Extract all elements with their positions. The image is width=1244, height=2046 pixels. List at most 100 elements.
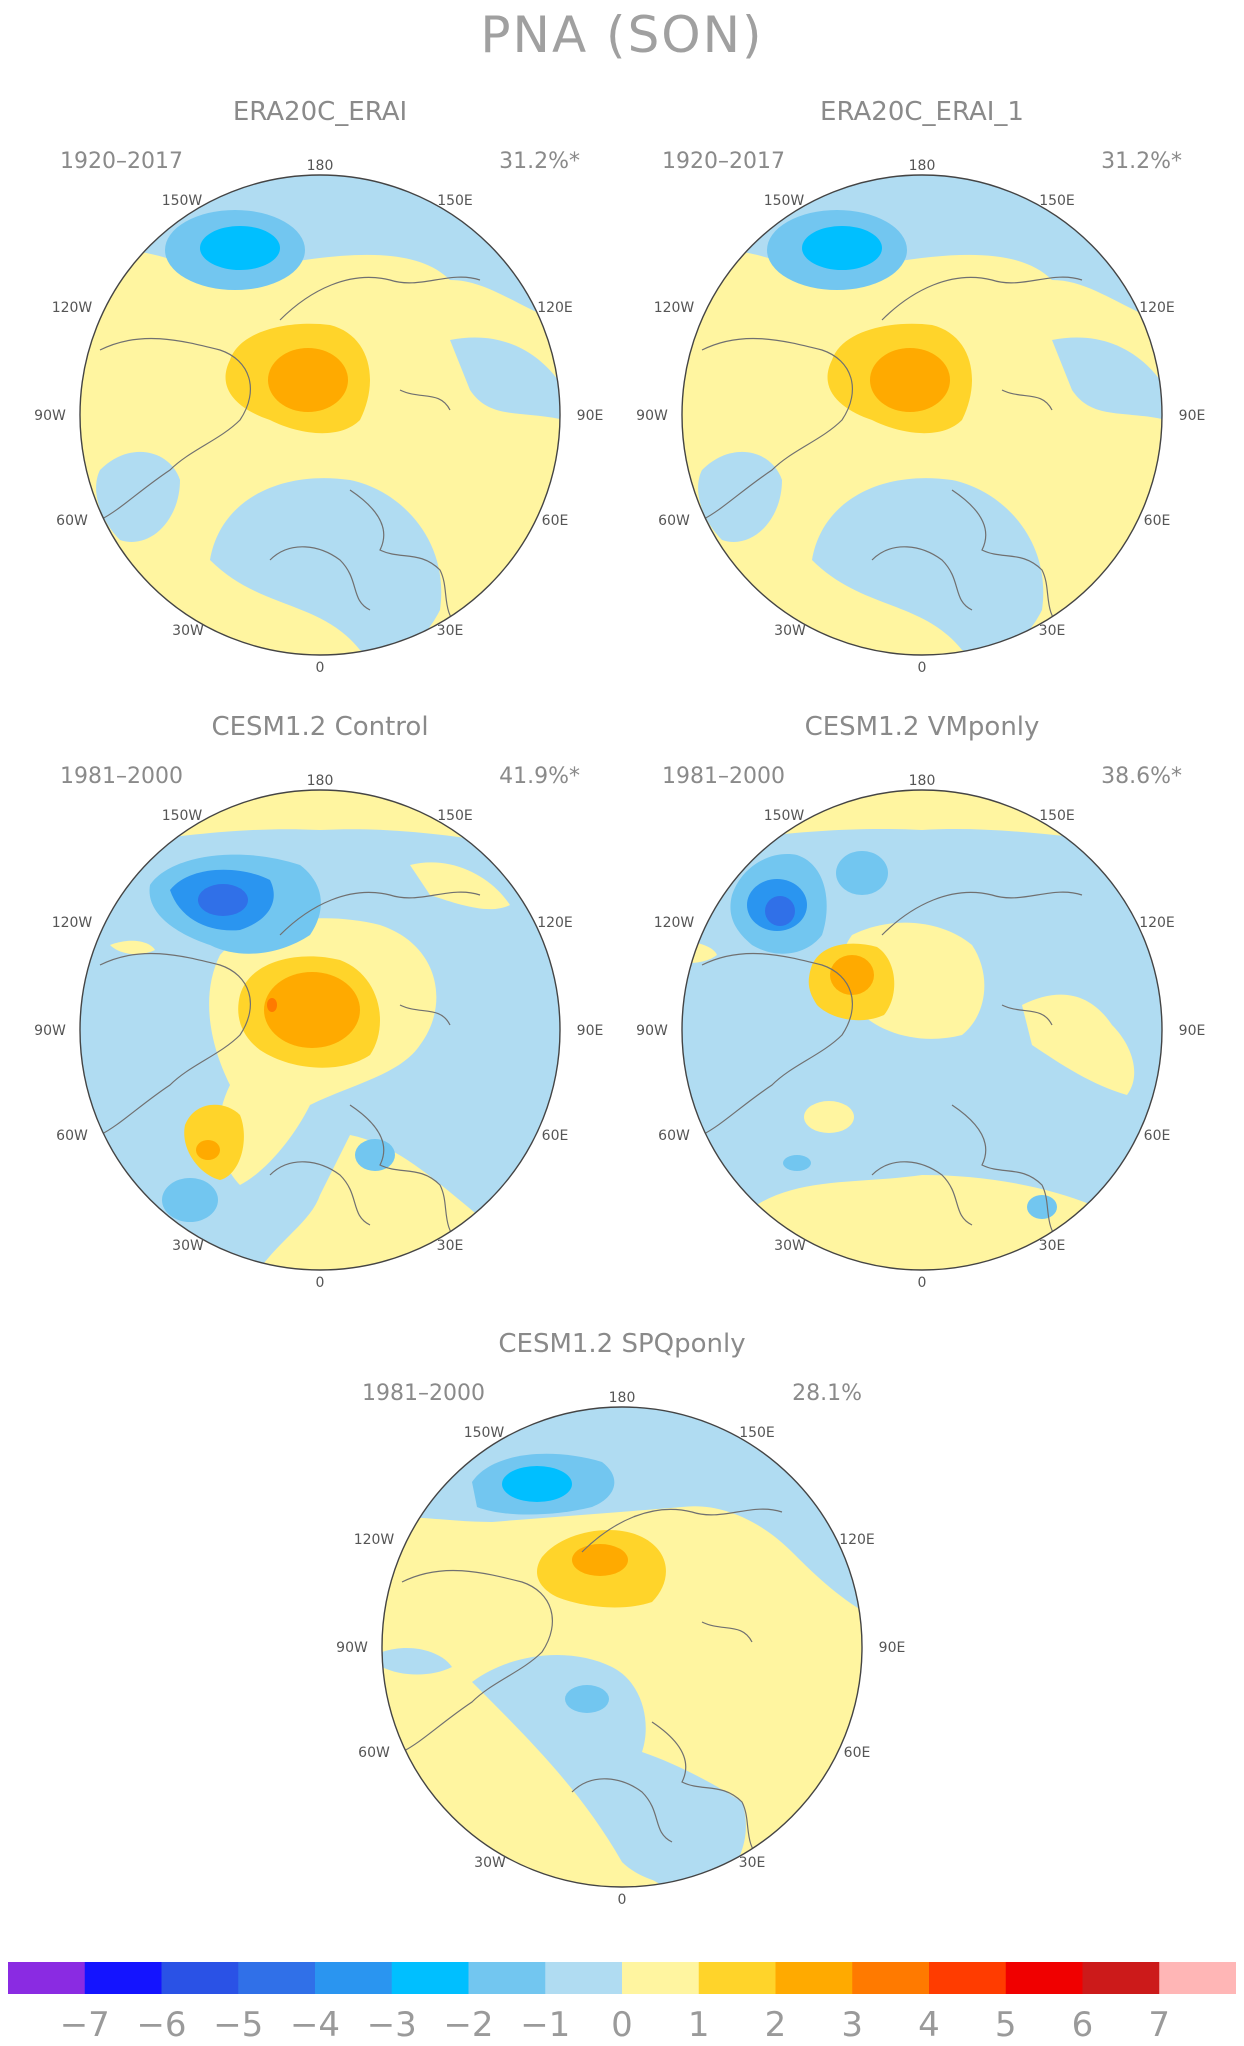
svg-text:30W: 30W <box>172 623 204 639</box>
colorbar-legend: −7 −6 −5 −4 −3 −2 −1 0 1 2 3 4 5 6 7 <box>8 1962 1236 2042</box>
longitude-labels: 180 150E 120E 90E 60E 30E 0 30W 60W 90W … <box>636 158 1205 676</box>
svg-text:120W: 120W <box>654 300 695 316</box>
colorbar-swatch <box>852 1962 930 1994</box>
svg-text:180: 180 <box>909 158 936 174</box>
colorbar-swatch <box>84 1962 162 1994</box>
map-panel-cesm-control: CESM1.2 Control 1981–2000 41.9%* <box>20 705 620 1315</box>
svg-text:60W: 60W <box>56 513 88 529</box>
svg-text:150W: 150W <box>764 193 805 209</box>
svg-text:0: 0 <box>918 1275 927 1291</box>
map-boundary <box>681 174 1163 656</box>
colorbar-swatch <box>698 1962 776 1994</box>
svg-text:30E: 30E <box>1039 623 1066 639</box>
figure-title: PNA (SON) <box>480 6 764 64</box>
colorbar-swatch <box>1082 1962 1160 1994</box>
map-panel-cesm-spqponly: CESM1.2 SPQponly 1981–2000 28.1% 180 150… <box>322 1322 922 1932</box>
panel-title: ERA20C_ERAI <box>233 97 407 127</box>
svg-text:30E: 30E <box>437 623 464 639</box>
colorbar-tick-label: −7 <box>60 2005 110 2042</box>
polar-map: ERA20C_ERAI_1 1920–2017 31.2%* 180 150E … <box>636 97 1205 676</box>
colorbar-tick-label: 4 <box>918 2005 940 2042</box>
svg-text:0: 0 <box>316 1275 325 1291</box>
panel-title: CESM1.2 Control <box>211 712 428 742</box>
svg-text:120W: 120W <box>52 300 93 316</box>
colorbar-tick-label: 7 <box>1148 2005 1170 2042</box>
longitude-labels: 180 150E 120E 90E 60E 30E 0 30W 60W 90W … <box>636 773 1205 1291</box>
anomaly-field <box>80 790 560 1270</box>
colorbar-tick-label: 1 <box>688 2005 710 2042</box>
svg-text:90W: 90W <box>336 1640 368 1656</box>
map-panel-era20c-erai-1: ERA20C_ERAI_1 1920–2017 31.2%* 180 150E … <box>622 90 1222 700</box>
svg-text:30W: 30W <box>172 1238 204 1254</box>
svg-text:60W: 60W <box>358 1745 390 1761</box>
colorbar-tick-label: −1 <box>520 2005 570 2042</box>
variance-percent: 41.9%* <box>499 764 580 789</box>
svg-text:180: 180 <box>307 158 334 174</box>
colorbar-swatch <box>238 1962 316 1994</box>
svg-text:180: 180 <box>609 1390 636 1406</box>
svg-text:120E: 120E <box>537 915 573 931</box>
svg-text:90E: 90E <box>1179 408 1206 424</box>
panel-title: CESM1.2 SPQponly <box>498 1329 745 1359</box>
polar-map: CESM1.2 SPQponly 1981–2000 28.1% 180 150… <box>336 1329 906 1908</box>
svg-text:150E: 150E <box>1039 808 1075 824</box>
panel-title: ERA20C_ERAI_1 <box>820 97 1024 127</box>
anomaly-field <box>682 175 1162 655</box>
colorbar-swatch <box>391 1962 469 1994</box>
svg-text:150E: 150E <box>437 193 473 209</box>
colorbar-swatch <box>161 1962 239 1994</box>
colorbar-swatch <box>775 1962 853 1994</box>
coastlines <box>401 1508 783 1863</box>
svg-text:30E: 30E <box>437 1238 464 1254</box>
period-label: 1981–2000 <box>60 764 183 789</box>
svg-text:0: 0 <box>918 660 927 676</box>
colorbar-swatch <box>929 1962 1007 1994</box>
svg-text:0: 0 <box>316 660 325 676</box>
anomaly-field <box>80 175 560 655</box>
coastlines <box>701 891 1083 1246</box>
svg-text:90E: 90E <box>879 1640 906 1656</box>
colorbar-swatch <box>1005 1962 1083 1994</box>
map-panel-era20c-erai: ERA20C_ERAI 1920–2017 31.2%* 180 150E 12… <box>20 90 620 700</box>
svg-text:90W: 90W <box>636 408 668 424</box>
period-label: 1920–2017 <box>60 149 183 174</box>
svg-text:90W: 90W <box>636 1023 668 1039</box>
anomaly-field <box>382 1407 862 1887</box>
svg-text:150W: 150W <box>764 808 805 824</box>
svg-text:180: 180 <box>909 773 936 789</box>
colorbar-tick-label: −5 <box>213 2005 263 2042</box>
colorbar-tick-label: −2 <box>443 2005 493 2042</box>
svg-text:60E: 60E <box>844 1745 871 1761</box>
svg-text:60E: 60E <box>1144 513 1171 529</box>
svg-text:60W: 60W <box>658 513 690 529</box>
colorbar-swatch <box>1159 1962 1236 1994</box>
svg-text:30W: 30W <box>474 1855 506 1871</box>
polar-map: CESM1.2 VMponly 1981–2000 38.6%* <box>636 712 1205 1291</box>
svg-text:30W: 30W <box>774 1238 806 1254</box>
svg-text:120W: 120W <box>654 915 695 931</box>
svg-text:120E: 120E <box>537 300 573 316</box>
variance-percent: 38.6%* <box>1101 764 1182 789</box>
svg-text:120W: 120W <box>52 915 93 931</box>
svg-text:60E: 60E <box>1144 1128 1171 1144</box>
svg-text:60E: 60E <box>542 513 569 529</box>
colorbar-swatch <box>315 1962 393 1994</box>
colorbar-tick-label: 6 <box>1072 2005 1094 2042</box>
period-label: 1981–2000 <box>362 1381 485 1406</box>
colorbar-swatch <box>545 1962 623 1994</box>
svg-text:120E: 120E <box>1139 300 1175 316</box>
svg-text:150E: 150E <box>1039 193 1075 209</box>
svg-text:90W: 90W <box>34 1023 66 1039</box>
polar-map: CESM1.2 Control 1981–2000 41.9%* <box>34 712 603 1291</box>
colorbar-swatch <box>622 1962 700 1994</box>
svg-text:150W: 150W <box>162 193 203 209</box>
svg-text:90W: 90W <box>34 408 66 424</box>
svg-text:150E: 150E <box>437 808 473 824</box>
svg-text:150W: 150W <box>162 808 203 824</box>
map-boundary <box>79 174 561 656</box>
longitude-labels: 180 150E 120E 90E 60E 30E 0 30W 60W 90W … <box>34 158 603 676</box>
svg-text:120E: 120E <box>839 1532 875 1548</box>
svg-text:120E: 120E <box>1139 915 1175 931</box>
period-label: 1920–2017 <box>662 149 785 174</box>
variance-percent: 28.1% <box>792 1381 862 1406</box>
